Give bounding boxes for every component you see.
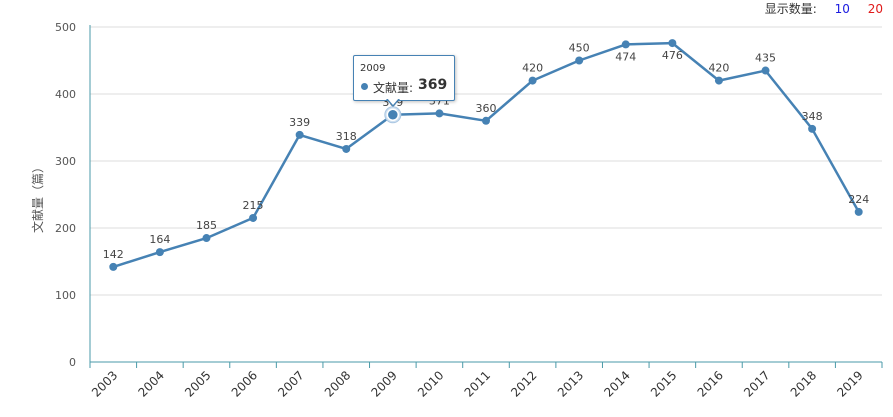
x-tick-label: 2012 — [508, 368, 539, 399]
data-label: 435 — [755, 52, 776, 65]
series-line — [112, 41, 860, 269]
x-tick-label: 2017 — [741, 368, 772, 399]
x-tick-label: 2005 — [182, 368, 213, 399]
y-tick-labels: 0 100 200 300 400 500 — [55, 21, 76, 369]
data-label: 224 — [848, 193, 869, 206]
data-point — [109, 262, 118, 271]
data-point — [202, 234, 211, 243]
gridlines — [90, 26, 882, 296]
x-tick-label: 2006 — [229, 368, 260, 399]
x-tick-label: 2018 — [788, 368, 819, 399]
data-label: 474 — [615, 50, 636, 63]
data-label: 476 — [662, 49, 683, 62]
data-label: 420 — [708, 62, 729, 75]
x-tick-label: 2009 — [368, 368, 399, 399]
data-points — [109, 39, 863, 271]
data-point — [482, 116, 490, 125]
display-count-selector: 显示数量: 10 20 — [765, 0, 883, 18]
y-tick-label: 0 — [69, 356, 76, 369]
data-label: 348 — [802, 110, 823, 123]
data-point — [854, 207, 863, 216]
tooltip-year: 2009 — [360, 63, 386, 74]
x-tick-label: 2015 — [648, 368, 679, 399]
y-tick-label: 300 — [55, 155, 76, 168]
tooltip-pointer-inner — [387, 98, 399, 105]
data-label: 142 — [103, 248, 124, 261]
data-point — [155, 248, 164, 257]
axes — [89, 25, 883, 368]
data-label: 420 — [522, 62, 543, 75]
data-point — [342, 144, 351, 153]
y-axis-label: 文献量（篇） — [30, 161, 45, 233]
data-point — [621, 40, 630, 49]
data-point — [249, 213, 258, 222]
data-point — [528, 76, 537, 85]
x-tick-label: 2013 — [555, 368, 586, 399]
data-label: 215 — [243, 199, 264, 212]
data-point — [714, 76, 723, 85]
data-labels: 1421641852153393183693713604204504744764… — [103, 42, 869, 261]
x-tick-label: 2004 — [136, 368, 167, 399]
data-point — [435, 109, 444, 118]
x-tick-label: 2011 — [462, 368, 493, 399]
data-point — [761, 66, 770, 75]
x-tick-label: 2010 — [415, 368, 446, 399]
data-label: 318 — [336, 130, 357, 143]
tooltip-series-label: 文献量: — [373, 81, 414, 95]
data-label: 339 — [289, 116, 310, 129]
tooltip-series-marker — [361, 83, 368, 90]
data-point — [668, 39, 677, 48]
x-tick-label: 2008 — [322, 368, 353, 399]
data-point — [808, 124, 817, 133]
data-point — [386, 108, 400, 122]
y-tick-label: 500 — [55, 21, 76, 34]
x-tick-label: 2016 — [695, 368, 726, 399]
data-label: 185 — [196, 219, 217, 232]
data-label: 450 — [569, 42, 590, 55]
y-tick-label: 400 — [55, 88, 76, 101]
display-count-option-10[interactable]: 10 — [834, 2, 850, 16]
tooltip-value: 369 — [418, 77, 448, 93]
y-tick-label: 100 — [55, 289, 76, 302]
x-tick-label: 2014 — [601, 368, 632, 399]
data-point — [295, 130, 304, 139]
display-count-label: 显示数量: — [764, 2, 817, 16]
data-label: 164 — [149, 233, 170, 246]
x-tick-label: 2007 — [275, 368, 306, 399]
x-tick-labels: 2003 2004 2005 2006 2007 2008 2009 2010 2011 2012… — [89, 368, 866, 399]
data-point — [575, 56, 584, 65]
y-tick-label: 200 — [55, 222, 76, 235]
tooltip: 2009 文献量: 369 — [353, 55, 455, 101]
x-tick-label: 2003 — [89, 368, 120, 399]
display-count-option-20[interactable]: 20 — [867, 2, 883, 16]
data-label: 360 — [476, 102, 497, 115]
x-tick-label: 2019 — [834, 368, 865, 399]
